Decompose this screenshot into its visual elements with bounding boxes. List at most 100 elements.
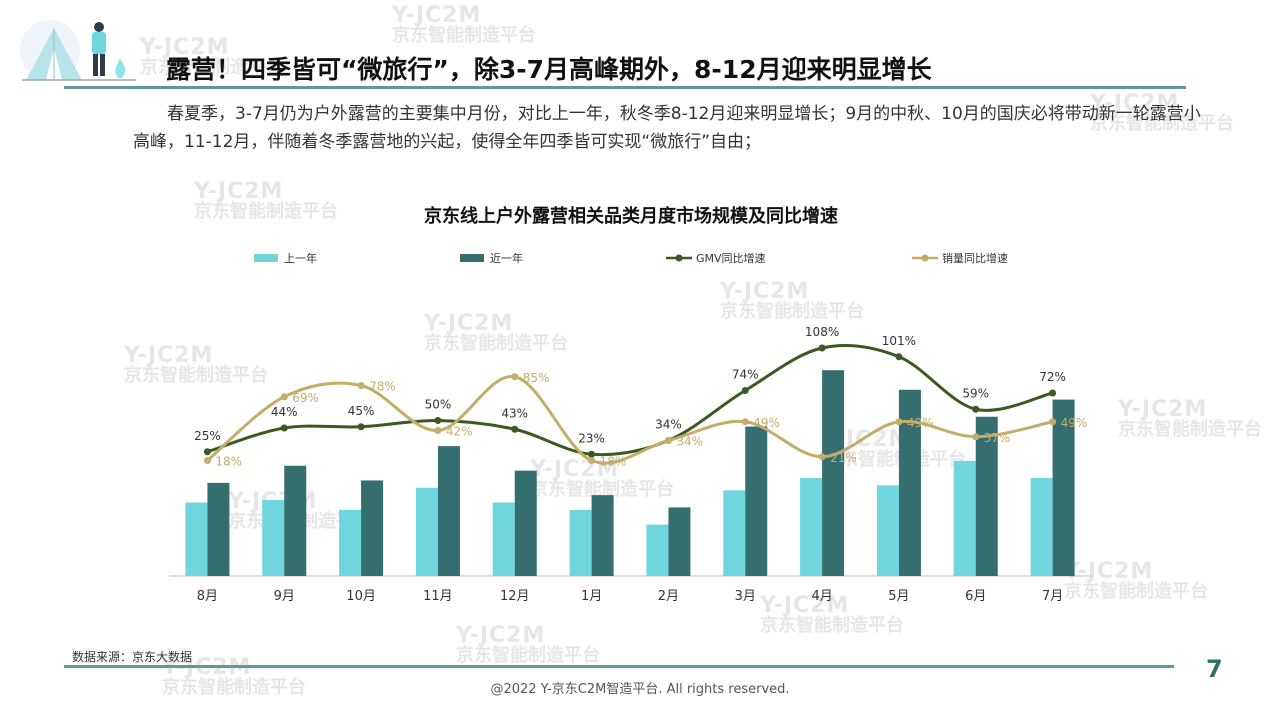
intro-paragraph: 春夏季，3-7月仍为户外露营的主要集中月份，对比上一年，秋冬季8-12月迎来明显… (133, 104, 1201, 152)
bar-prev (492, 502, 515, 576)
chart-title: 京东线上户外露营相关品类月度市场规模及同比增速 (424, 206, 838, 227)
legend-swatch (460, 254, 484, 262)
bar-prev (646, 524, 669, 576)
x-tick-label: 2月 (658, 589, 679, 604)
sales-point (895, 418, 903, 426)
x-tick-label: 11月 (423, 589, 453, 604)
gmv-point (972, 405, 980, 413)
sales-data-label: 78% (369, 380, 396, 394)
x-tick-label: 9月 (274, 589, 295, 604)
title-divider (64, 86, 1186, 89)
bar-prev (953, 460, 976, 576)
legend-swatch (254, 254, 278, 262)
bar-prev (569, 509, 592, 576)
gmv-data-label: 45% (348, 404, 375, 418)
legend-label: 销量同比增速 (942, 251, 1008, 265)
legend-marker (921, 254, 929, 262)
sales-data-label: 18% (215, 455, 242, 469)
gmv-data-label: 50% (425, 398, 452, 412)
sales-point (664, 437, 672, 444)
legend-label: 上一年 (284, 251, 317, 265)
x-tick-label: 3月 (735, 589, 756, 604)
data-source: 数据来源：京东大数据 (72, 650, 193, 664)
sales-data-label: 21% (830, 451, 857, 465)
gmv-point (588, 450, 596, 458)
bar-prev (1030, 478, 1053, 576)
gmv-line (206, 344, 1053, 457)
gmv-data-label: 101% (882, 334, 916, 348)
bar-curr (284, 465, 307, 576)
sales-point (972, 433, 980, 441)
gmv-point (741, 387, 749, 394)
sales-point (588, 457, 596, 464)
bar-curr (207, 482, 230, 576)
bar-curr (822, 370, 845, 576)
sales-data-label: 18% (600, 455, 627, 469)
gmv-data-label: 108% (805, 325, 839, 339)
gmv-point (203, 448, 211, 456)
sales-point (818, 453, 826, 461)
sales-point (280, 393, 288, 401)
gmv-data-label: 59% (962, 386, 989, 400)
legend-label: 近一年 (490, 251, 523, 265)
sales-data-label: 85% (523, 371, 550, 385)
sales-point (203, 457, 211, 464)
sales-data-label: 37% (984, 431, 1011, 445)
gmv-point (357, 423, 365, 431)
gmv-data-label: 44% (271, 405, 298, 419)
sales-point (511, 373, 519, 381)
copyright: @2022 Y-京东C2M智造平台. All rights reserved. (490, 682, 790, 697)
bar-curr (361, 480, 384, 576)
gmv-point (895, 353, 903, 361)
bar-curr (514, 470, 537, 576)
gmv-point (1049, 389, 1057, 397)
bar-curr (898, 389, 921, 576)
sales-point (357, 382, 365, 389)
gmv-data-label: 72% (1039, 370, 1066, 384)
gmv-point (434, 417, 442, 424)
sales-data-label: 49% (753, 416, 780, 430)
x-tick-label: 1月 (581, 589, 602, 604)
bar-prev (339, 509, 362, 576)
gmv-data-label: 43% (501, 406, 528, 420)
bar-prev (723, 490, 746, 576)
bar-curr (591, 495, 614, 576)
x-tick-label: 6月 (965, 589, 986, 604)
bar-prev (876, 485, 899, 576)
bar-curr (745, 426, 768, 576)
bar-curr (975, 416, 998, 576)
camping-tent-icon (20, 20, 136, 81)
gmv-point (818, 344, 826, 352)
gmv-data-label: 23% (578, 431, 605, 445)
bar-prev (185, 502, 208, 576)
gmv-point (280, 424, 288, 432)
x-tick-label: 10月 (346, 589, 376, 604)
x-tick-label: 5月 (888, 589, 909, 604)
sales-data-label: 49% (1061, 416, 1088, 430)
bar-prev (800, 478, 823, 576)
bar-prev (262, 500, 285, 576)
sales-point (741, 418, 749, 426)
page-number: 7 (1206, 655, 1223, 683)
sales-data-label: 42% (446, 425, 473, 439)
gmv-data-label: 74% (732, 368, 759, 382)
gmv-data-label: 34% (655, 418, 682, 432)
page-title: 露营！四季皆可“微旅行”，除3-7月高峰期外，8-12月迎来明显增长 (166, 55, 932, 84)
sales-point (434, 427, 442, 434)
bar-prev (415, 487, 438, 576)
footer-divider (64, 665, 1174, 668)
bar-curr (1052, 399, 1075, 576)
sales-data-label: 34% (676, 435, 703, 449)
gmv-data-label: 25% (194, 429, 221, 443)
legend-marker (675, 254, 683, 262)
legend-label: GMV同比增速 (696, 251, 766, 265)
bar-curr (437, 446, 460, 576)
x-tick-label: 4月 (811, 589, 832, 604)
sales-data-label: 49% (907, 416, 934, 430)
x-tick-label: 8月 (197, 589, 218, 604)
bar-curr (668, 507, 691, 576)
gmv-point (511, 425, 519, 433)
sales-data-label: 69% (292, 391, 319, 405)
combo-chart: 8月 9月 10月 11月 12月 1月 2月 3月 4月 5月 6月 7月 25% 44% 45% 50% 4… (169, 251, 1091, 604)
sales-point (1049, 418, 1057, 426)
